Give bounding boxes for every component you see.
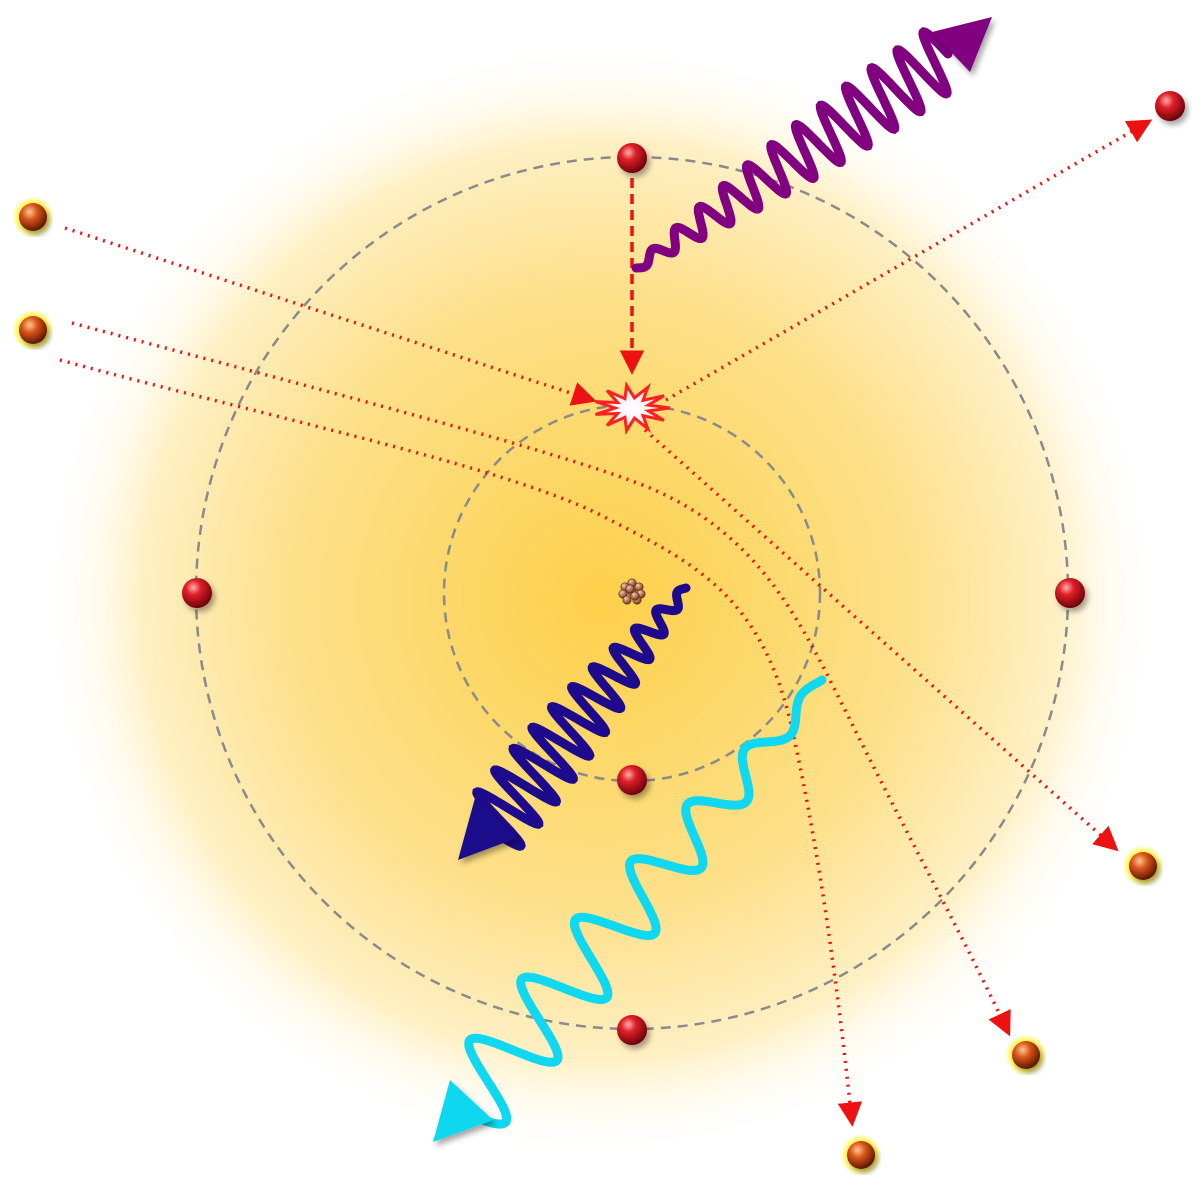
nucleon-9 (630, 591, 640, 601)
photon-cyan (433, 675, 827, 1142)
scattered-particle-1 (1122, 845, 1164, 887)
photon-navy-arrowhead (458, 798, 517, 860)
nucleon-8 (625, 584, 635, 594)
photon-purple-wave (631, 27, 953, 273)
photon-cyan-wave (457, 675, 827, 1129)
photon-navy (458, 583, 691, 860)
nucleon-6 (622, 595, 632, 605)
incident-particle-2 (12, 309, 54, 351)
photon-purple-arrowhead (932, 17, 992, 72)
nucleus-icon (618, 578, 646, 605)
particle-paths (59, 119, 1153, 1127)
electron-bottom (617, 1015, 647, 1045)
electron-inner-bottom (617, 765, 647, 795)
energy-glow (40, 40, 1160, 1160)
deflected-path-2 (59, 358, 863, 1127)
photon-purple (631, 17, 992, 273)
electron-top (617, 143, 647, 173)
scattered-particle-3 (840, 1134, 882, 1176)
orbital-electrons (182, 91, 1185, 1045)
scattered-path-1 (643, 428, 1119, 852)
electron-left (182, 578, 212, 608)
electron-right (1055, 578, 1085, 608)
collision-flash-icon (595, 381, 671, 435)
photon-navy-wave (472, 583, 691, 851)
scattered-particle-2 (1005, 1034, 1047, 1076)
deflected-path-1 (71, 321, 1011, 1037)
ejected-electron (1155, 91, 1185, 121)
incident-particle-1 (12, 196, 54, 238)
incident-particles (12, 196, 1164, 1176)
photon-cyan-arrowhead (433, 1080, 493, 1142)
